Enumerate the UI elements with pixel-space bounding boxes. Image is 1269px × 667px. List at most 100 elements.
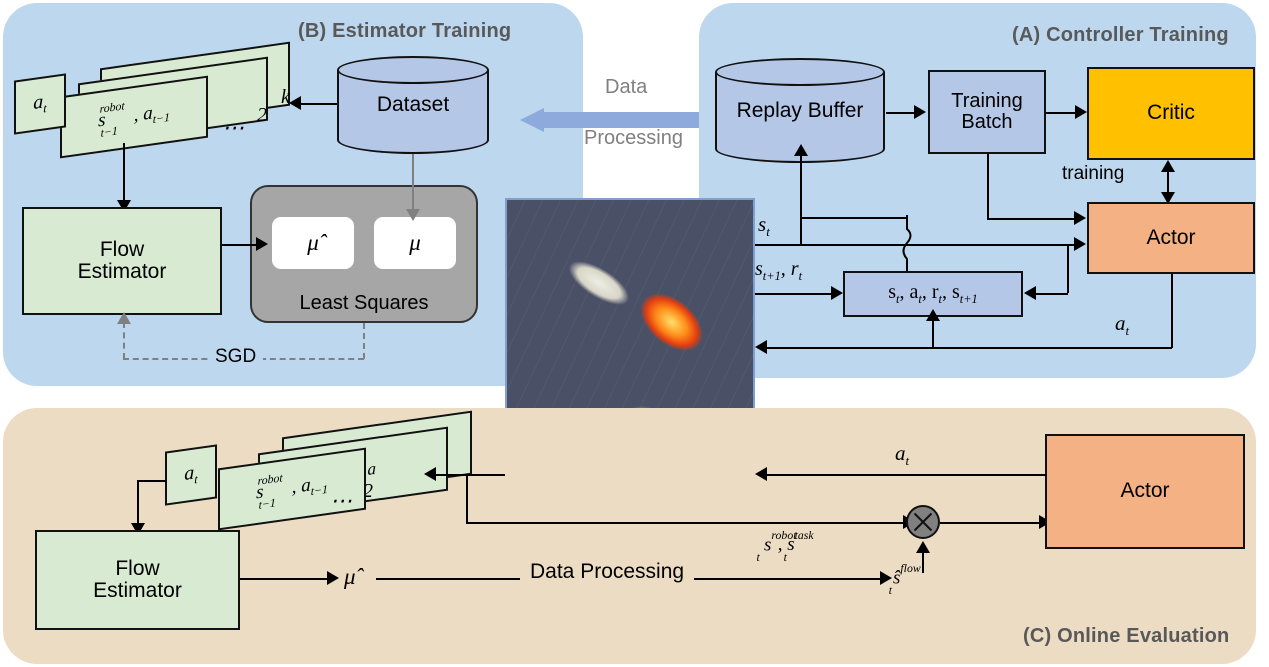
dataset-cylinder: Dataset (337, 56, 489, 154)
batch-to-actor-head (1074, 211, 1086, 225)
c-signal-at-label: at (895, 441, 910, 469)
actor-to-tuple-head (1024, 286, 1036, 300)
mu-box: μ (374, 217, 456, 269)
training-label: training (1062, 163, 1125, 184)
signal-at-label-a: at (1115, 311, 1130, 339)
tuple-up-vline (932, 317, 934, 348)
c-flowstate-up-head (916, 541, 930, 553)
flow-estimator-c: Flow Estimator (35, 530, 240, 630)
c-actor-to-env-head (755, 467, 767, 481)
st-to-actor-line (755, 244, 1075, 246)
at-down-vline (1171, 274, 1173, 348)
card-c-front-text: srobott−1, at−1 (256, 471, 328, 512)
signal-st1-rt-label: st+1, rt (755, 258, 803, 283)
data-processing-processing-label: Processing (584, 127, 683, 149)
transition-tuple-label: st, at, rt, st+1 (888, 280, 978, 306)
st-to-actor-head (1074, 237, 1086, 251)
card-b-index-2: 2 (257, 104, 267, 126)
c-env-to-cards-line (435, 474, 505, 476)
sgd-dashed-right (363, 323, 365, 359)
least-squares-group: μ̂ μ Least Squares (250, 185, 478, 323)
st1-to-tuple-head (831, 286, 843, 300)
batch-to-actor-hline (987, 218, 1075, 220)
training-batch-label: Training Batch (951, 90, 1023, 133)
arrow-dataset-to-mu-line (412, 154, 414, 214)
dataset-cylinder-top (337, 56, 489, 84)
st1-to-tuple-line (755, 293, 832, 295)
dataset-label: Dataset (376, 93, 450, 116)
tuple-up-head (926, 309, 940, 321)
actor-to-tuple-hline (1035, 293, 1068, 295)
c-flow-to-muhat-head (327, 571, 339, 585)
c-data-processing-label: Data Processing (520, 560, 695, 584)
training-arrow-down (1161, 192, 1175, 204)
card-b-action-text: at (33, 90, 47, 116)
c-actor-to-env-line (766, 474, 1046, 476)
arrow-dataset-to-cards-head (289, 96, 301, 110)
training-batch-box: Training Batch (928, 70, 1046, 154)
least-squares-label: Least Squares (299, 292, 429, 314)
st-to-replay-vline (800, 152, 802, 244)
wire-hop-crossing (902, 215, 912, 275)
panel-gap (583, 0, 699, 198)
panel-b-title: (B) Estimator Training (298, 20, 512, 42)
batch-to-actor-vline (987, 154, 989, 219)
c-flowstate-up-vline (922, 549, 924, 573)
mu-label: μ (409, 230, 421, 255)
c-state-inputs-label: srobott, staskt (756, 529, 814, 565)
arrow-replay-to-batch-head (914, 105, 926, 119)
merge-node (906, 505, 940, 539)
c-env-branch-vline (466, 474, 468, 523)
at-left-hline (766, 347, 1172, 349)
c-data-processing-head (880, 571, 892, 585)
card-b-action: at (14, 73, 66, 135)
c-flow-to-muhat-line (240, 578, 328, 580)
actor-box-a: Actor (1087, 202, 1255, 274)
actor-branch-vline (1067, 244, 1069, 293)
data-processing-arrow-shaft (542, 112, 710, 128)
st-to-replay-head (794, 144, 808, 156)
critic-box: Critic (1087, 67, 1255, 160)
c-cards-to-flow-vline (137, 480, 139, 528)
c-env-branch-hline (466, 522, 905, 524)
replay-buffer-top (715, 58, 885, 86)
card-b-index-k: k (281, 86, 290, 108)
actor-label-a: Actor (1146, 225, 1196, 249)
sgd-arrow-head (117, 312, 131, 324)
card-c-action-text: at (184, 461, 198, 487)
actor-box-c: Actor (1045, 434, 1245, 549)
card-c-index-2: 2 (363, 480, 373, 502)
st-branch-hline (800, 217, 907, 219)
c-merge-to-actor-line (940, 522, 1040, 524)
c-flow-state-label: ŝflowt (888, 562, 921, 598)
flow-estimator-b: Flow Estimator (22, 207, 222, 315)
actor-label-c: Actor (1120, 479, 1170, 503)
arrow-dataset-to-cards-line (300, 103, 337, 105)
arrow-flow-to-muhat-head (256, 237, 268, 251)
arrow-dataset-to-mu-head (406, 209, 420, 221)
replay-buffer-label: Replay Buffer (736, 98, 864, 122)
training-double-arrow-line (1167, 168, 1169, 199)
sgd-label: SGD (208, 346, 264, 368)
sgd-dashed-left (123, 322, 125, 359)
signal-st-label: st (758, 212, 770, 240)
card-b-ellipsis: ⋯ (222, 115, 244, 140)
c-env-to-cards-head (424, 467, 436, 481)
arrow-batch-to-critic-head (1075, 105, 1087, 119)
panel-a-title: (A) Controller Training (1012, 24, 1229, 46)
flow-estimator-b-label: Flow Estimator (77, 237, 167, 283)
at-to-env-head (755, 340, 767, 354)
flow-estimator-c-label: Flow Estimator (93, 556, 182, 602)
training-arrow-up (1161, 160, 1175, 172)
panel-c-title: (C) Online Evaluation (1023, 625, 1230, 647)
card-c-ellipsis: ⋯ (330, 488, 352, 513)
card-b-front-text: srobott−1, at−1 (98, 99, 170, 140)
mu-hat-box: μ̂ (272, 217, 354, 269)
arrow-replay-to-batch-line (886, 112, 915, 114)
mu-hat-label: μ̂ (307, 230, 319, 255)
arrow-cards-to-flow-line (123, 143, 125, 205)
card-c-action: at (165, 444, 217, 506)
critic-label: Critic (1147, 101, 1195, 125)
data-processing-arrow-head (520, 108, 544, 132)
